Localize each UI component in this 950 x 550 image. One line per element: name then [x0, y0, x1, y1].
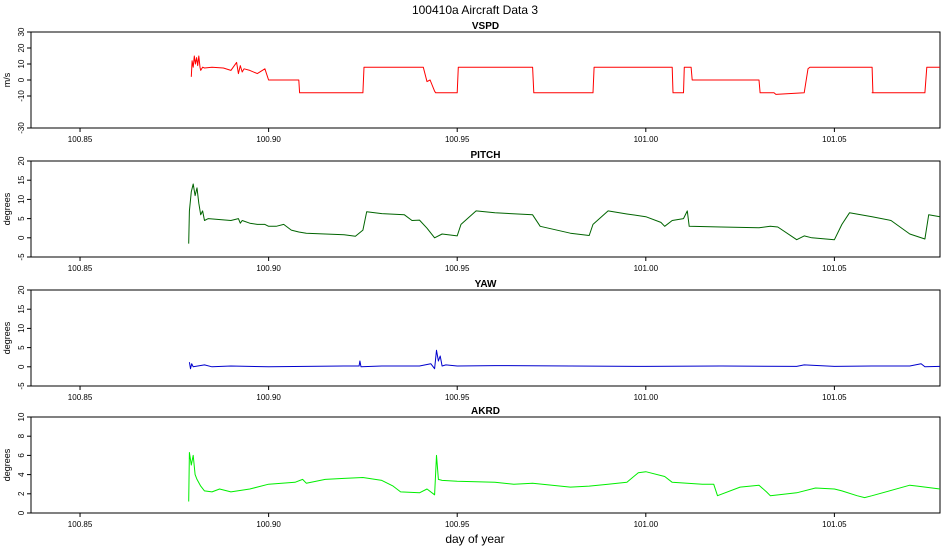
x-axis-label: day of year [445, 532, 504, 546]
plot-frame [30, 416, 941, 514]
y-tick-label: 5 [17, 345, 26, 350]
x-tick-label: 100.95 [445, 520, 470, 529]
panel-akrd: AKRD degrees 100.85 100.90 100.95 101.00 101.0… [2, 406, 941, 529]
x-tick-label: 100.90 [256, 264, 281, 273]
y-tick-label: 20 [17, 285, 26, 294]
y-tick-label: 30 [17, 27, 26, 36]
panel-title: PITCH [471, 150, 501, 161]
x-tick-label: 100.95 [445, 135, 470, 144]
x-tick-label: 100.85 [68, 393, 93, 402]
y-tick-label: -5 [17, 382, 26, 390]
y-tick-label: 10 [17, 59, 26, 68]
y-tick-label: -10 [17, 90, 26, 102]
x-tick-label: 101.05 [822, 520, 847, 529]
figure-title: 100410a Aircraft Data 3 [412, 3, 538, 17]
y-tick-label: 0 [17, 235, 26, 240]
series-line-vspd [190, 55, 940, 95]
x-tick-label: 101.00 [634, 135, 659, 144]
panel-title: YAW [475, 279, 497, 290]
y-tick-label: 0 [17, 77, 26, 82]
plot-frame [30, 31, 941, 129]
x-tick-label: 100.90 [256, 393, 281, 402]
series-line-akrd [188, 452, 941, 502]
y-axis-label: degrees [2, 321, 12, 354]
x-tick-label: 101.00 [634, 393, 659, 402]
y-tick-label: 2 [17, 491, 26, 496]
x-tick-label: 100.85 [68, 520, 93, 529]
y-tick-label: 15 [17, 304, 26, 313]
y-tick-label: 10 [17, 412, 26, 421]
y-tick-label: 0 [17, 510, 26, 515]
panel-title: VSPD [472, 21, 499, 32]
x-tick-label: 101.00 [634, 264, 659, 273]
x-tick-label: 101.05 [822, 393, 847, 402]
plot-frame [30, 289, 941, 387]
y-axis-label: degrees [2, 448, 12, 481]
plot-frame [30, 160, 941, 258]
y-axis-label: m/s [2, 72, 12, 87]
y-tick-label: 8 [17, 433, 26, 438]
x-tick-label: 100.85 [68, 264, 93, 273]
y-tick-label: 4 [17, 472, 26, 477]
series-line-yaw [188, 349, 941, 370]
x-tick-label: 101.05 [822, 135, 847, 144]
y-tick-label: 6 [17, 453, 26, 458]
x-tick-label: 101.00 [634, 520, 659, 529]
panel-vspd: VSPD m/s 100.85 100.90 100.95 101.00 101.05 -30… [2, 21, 941, 144]
x-tick-label: 100.85 [68, 135, 93, 144]
panels: VSPD m/s 100.85 100.90 100.95 101.00 101.05 -30… [2, 21, 941, 529]
panel-yaw: YAW degrees 100.85 100.90 100.95 101.00 101.05… [2, 279, 941, 402]
y-tick-label: 20 [17, 43, 26, 52]
panel-title: AKRD [471, 406, 500, 417]
y-axis-label: degrees [2, 192, 12, 225]
y-tick-label: 10 [17, 194, 26, 203]
y-tick-label: 20 [17, 156, 26, 165]
x-tick-label: 100.90 [256, 135, 281, 144]
y-tick-label: 5 [17, 216, 26, 221]
y-tick-label: 15 [17, 175, 26, 184]
y-tick-label: 10 [17, 323, 26, 332]
panel-pitch: PITCH degrees 100.85 100.90 100.95 101.00 101.… [2, 150, 941, 273]
x-tick-label: 100.90 [256, 520, 281, 529]
x-tick-label: 101.05 [822, 264, 847, 273]
y-tick-label: -30 [17, 122, 26, 134]
x-tick-label: 100.95 [445, 393, 470, 402]
series-line-pitch [188, 183, 941, 244]
y-tick-label: 0 [17, 364, 26, 369]
y-tick-label: -5 [17, 253, 26, 261]
x-tick-label: 100.95 [445, 264, 470, 273]
